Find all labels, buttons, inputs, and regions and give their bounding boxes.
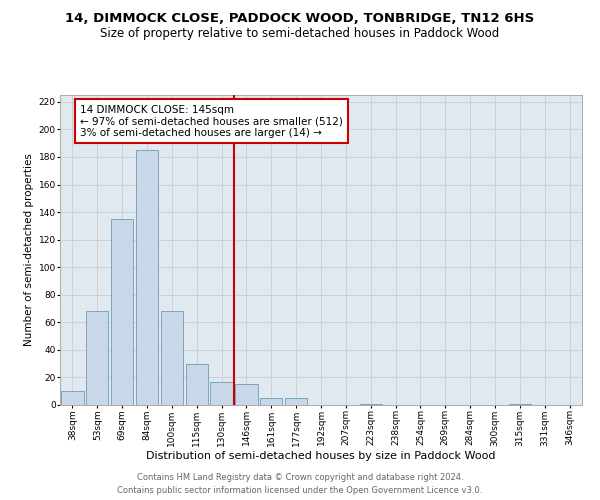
Bar (111, 219, 133, 405)
Bar (185, 364, 208, 405)
Y-axis label: Number of semi-detached properties: Number of semi-detached properties (25, 154, 34, 346)
Text: Contains HM Land Registry data © Crown copyright and database right 2024.
Contai: Contains HM Land Registry data © Crown c… (118, 474, 482, 495)
Bar (235, 384, 257, 405)
Text: 14, DIMMOCK CLOSE, PADDOCK WOOD, TONBRIDGE, TN12 6HS: 14, DIMMOCK CLOSE, PADDOCK WOOD, TONBRID… (65, 12, 535, 26)
X-axis label: Distribution of semi-detached houses by size in Paddock Wood: Distribution of semi-detached houses by … (146, 451, 496, 461)
Bar (161, 312, 183, 405)
Bar (211, 382, 233, 405)
Text: 14 DIMMOCK CLOSE: 145sqm
← 97% of semi-detached houses are smaller (512)
3% of s: 14 DIMMOCK CLOSE: 145sqm ← 97% of semi-d… (80, 104, 343, 138)
Text: Size of property relative to semi-detached houses in Paddock Wood: Size of property relative to semi-detach… (100, 28, 500, 40)
Bar (509, 404, 531, 405)
Bar (260, 398, 283, 405)
Bar (359, 404, 382, 405)
Bar (285, 398, 307, 405)
Bar (136, 150, 158, 405)
Bar (61, 391, 83, 405)
Bar (86, 312, 109, 405)
